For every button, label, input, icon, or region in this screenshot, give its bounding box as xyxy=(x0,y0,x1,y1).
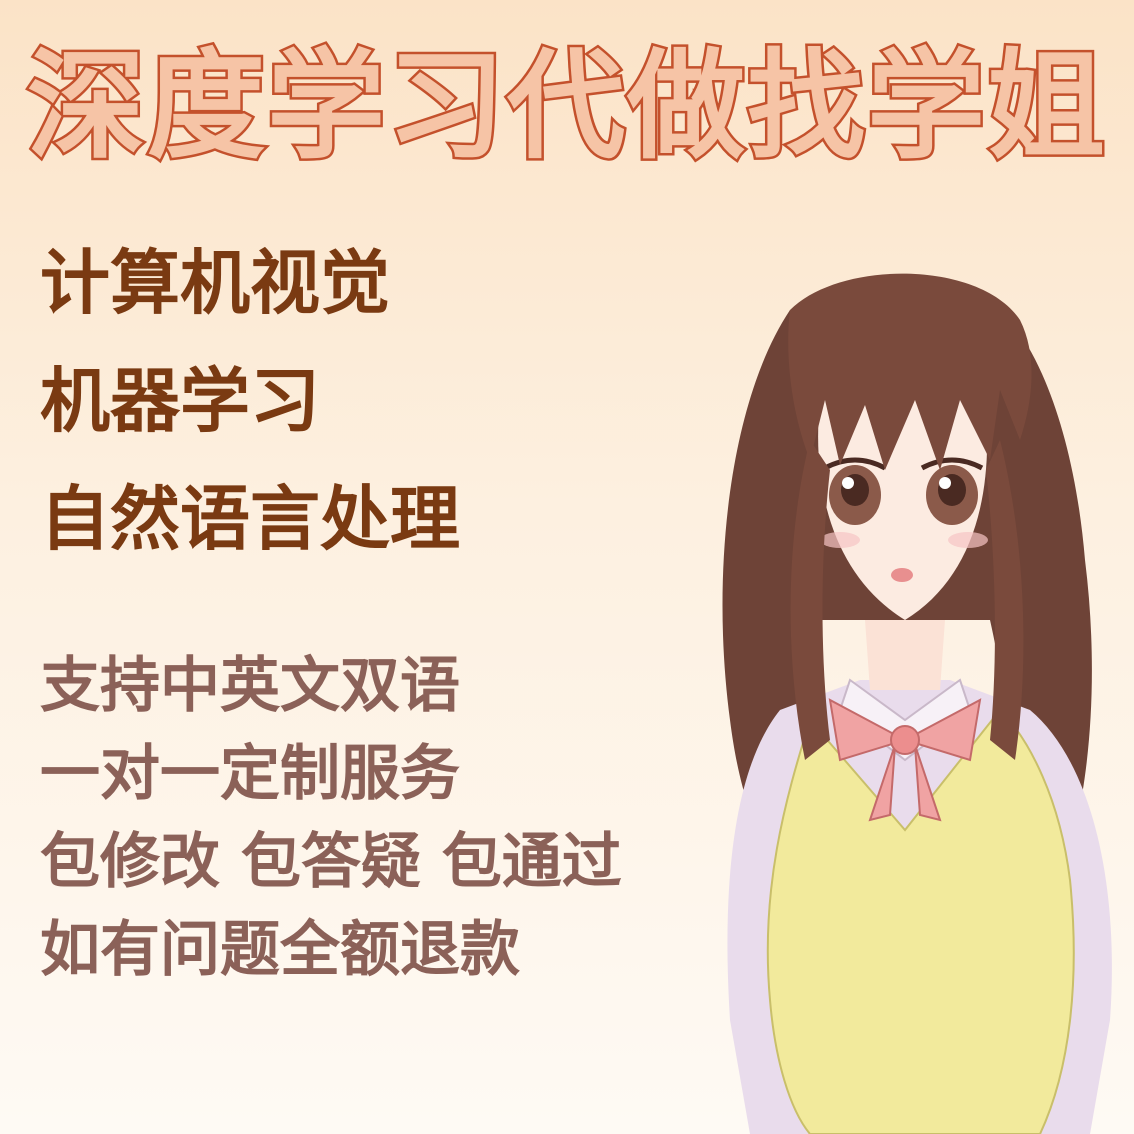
bow xyxy=(828,698,982,822)
headline: 深度学习代做找学姐 xyxy=(24,37,1107,175)
service-refund: 如有问题全额退款 xyxy=(40,915,520,985)
mouth xyxy=(891,568,913,582)
neck xyxy=(865,620,945,690)
service-guarantees: 包修改 包答疑 包通过 xyxy=(40,827,622,897)
service-one-on-one: 一对一定制服务 xyxy=(40,739,460,809)
service-list: 支持中英文双语 一对一定制服务 包修改 包答疑 包通过 如有问题全额退款 xyxy=(40,656,622,1008)
topic-machine-learning: 机器学习 xyxy=(40,360,320,442)
blush-right xyxy=(948,532,988,548)
side-lock-left xyxy=(790,440,830,760)
topic-nlp: 自然语言处理 xyxy=(40,478,460,560)
vest xyxy=(766,708,1075,1134)
anime-girl-illustration xyxy=(690,240,1134,1134)
bangs xyxy=(788,273,1032,470)
side-lock-right xyxy=(986,440,1024,760)
service-bilingual: 支持中英文双语 xyxy=(40,651,460,721)
eyes xyxy=(823,457,984,525)
face xyxy=(818,400,988,620)
blush-left xyxy=(820,532,860,548)
topic-computer-vision: 计算机视觉 xyxy=(40,242,390,324)
girl-drawing xyxy=(722,273,1112,1134)
topic-list: 计算机视觉 机器学习 自然语言处理 xyxy=(40,248,460,602)
